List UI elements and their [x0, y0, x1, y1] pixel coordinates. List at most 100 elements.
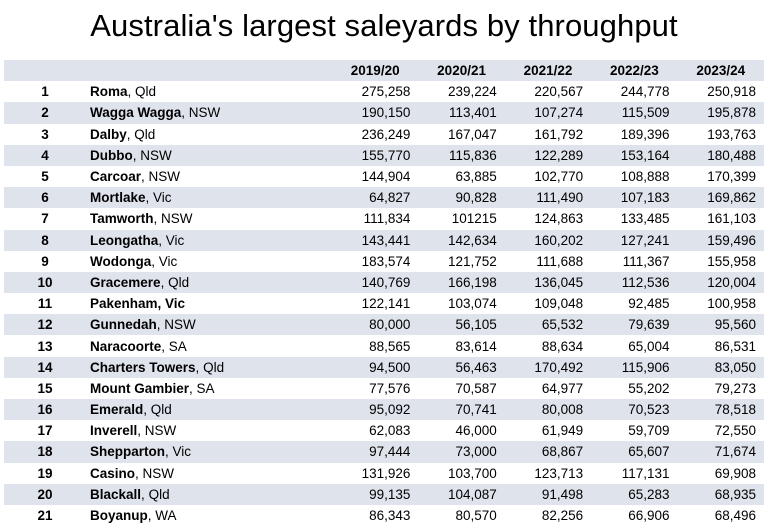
throughput-value-cell: 82,256 [541, 508, 584, 524]
rank-cell: 1 [41, 84, 49, 100]
table-row: 15 Mount Gambier, SA 77,576 70,587 64,977 55,… [4, 378, 764, 399]
throughput-value-cell: 71,674 [677, 441, 764, 463]
throughput-value-cell: 70,523 [591, 399, 678, 421]
throughput-value-cell: 68,935 [677, 483, 764, 505]
throughput-value-cell: 112,536 [591, 271, 678, 294]
saleyard-cell: Blackall, Qld [86, 483, 332, 505]
throughput-value-cell: 94,500 [332, 356, 419, 378]
name-separator: , [165, 444, 173, 460]
throughput-value-cell: 120,004 [677, 271, 764, 294]
throughput-value-cell: 123,713 [534, 465, 584, 481]
page-title: Australia's largest saleyards by through… [90, 8, 678, 43]
saleyard-name: Charters Towers [90, 359, 196, 375]
throughput-value-cell: 101215 [451, 211, 497, 227]
throughput-value-cell: 111,367 [622, 253, 670, 269]
throughput-value-cell: 155,770 [332, 144, 419, 166]
saleyard-cell: Tamworth, NSW [86, 208, 332, 229]
saleyard-state: NSW [161, 211, 193, 227]
throughput-value-cell: 250,918 [707, 84, 756, 100]
saleyard-name: Casino [90, 465, 136, 481]
throughput-value-cell: 131,926 [361, 465, 411, 481]
throughput-value-cell: 64,827 [332, 187, 419, 209]
name-separator: , [158, 232, 166, 248]
throughput-value-cell: 103,074 [447, 296, 497, 312]
throughput-value-cell: 91,498 [504, 483, 592, 505]
saleyard-state: WA [155, 508, 177, 524]
throughput-value-cell: 115,509 [591, 102, 678, 124]
table-row: 3 Dalby, Qld 236,249 167,047 161,792 189,396 1… [4, 124, 764, 145]
throughput-value-cell: 99,135 [332, 483, 419, 505]
throughput-value-cell: 155,958 [707, 253, 756, 269]
saleyard-state: Vic [153, 190, 172, 206]
table-header-row: 2019/20 2020/21 2021/22 2022/23 2023/24 [4, 60, 764, 82]
throughput-value-cell: 115,906 [591, 356, 678, 378]
column-header: 2022/23 [591, 60, 678, 82]
throughput-value-cell: 169,862 [677, 187, 764, 209]
throughput-value-cell: 65,607 [591, 441, 678, 463]
throughput-value-cell: 72,550 [714, 423, 756, 439]
saleyard-name: Mortlake [90, 190, 146, 206]
table-row: 5 Carcoar, NSW 144,904 63,885 102,770 108,888… [4, 166, 764, 187]
table-row: 7 Tamworth, NSW 111,834 101215 124,863 133,48… [4, 208, 764, 229]
throughput-value-cell: 111,834 [363, 211, 411, 227]
saleyard-name: Boyanup [90, 508, 148, 524]
rank-cell: 16 [4, 399, 86, 421]
name-separator: , [141, 486, 149, 502]
table-row: 6 Mortlake, Vic 64,827 90,828 111,490 107,183… [4, 187, 764, 209]
saleyard-state: Qld [203, 359, 225, 375]
throughput-value-cell: 170,399 [707, 169, 756, 185]
saleyard-name: Wodonga [90, 253, 152, 269]
name-separator: , [161, 338, 169, 354]
name-separator: , [126, 126, 135, 142]
throughput-value-cell: 117,131 [621, 465, 670, 481]
saleyard-cell: Charters Towers, Qld [86, 356, 332, 378]
throughput-value-cell: 107,274 [504, 102, 592, 124]
throughput-value-cell: 160,202 [504, 229, 592, 251]
rank-cell: 12 [4, 314, 86, 336]
throughput-value-cell: 65,004 [628, 338, 670, 354]
throughput-value-cell: 79,639 [591, 314, 678, 336]
name-separator: , [137, 423, 145, 439]
saleyard-name: Gracemere [90, 274, 161, 290]
throughput-value-cell: 65,283 [591, 483, 678, 505]
throughput-value-cell: 95,560 [677, 314, 764, 336]
name-separator: , [135, 465, 143, 481]
throughput-value-cell: 275,258 [361, 84, 411, 100]
throughput-value-cell: 88,565 [369, 338, 411, 354]
table-row: 1 Roma, Qld 275,258 239,224 220,567 244,778 25… [4, 81, 764, 102]
throughput-value-cell: 170,492 [504, 356, 592, 378]
throughput-value-cell: 70,587 [455, 380, 497, 396]
column-header: 2019/20 [332, 60, 419, 82]
saleyard-state: Qld [150, 402, 172, 418]
rank-cell: 17 [37, 423, 53, 439]
throughput-value-cell: 140,769 [332, 271, 419, 294]
table-row: 17 Inverell, NSW 62,083 46,000 61,949 59,709 7… [4, 420, 764, 441]
saleyard-cell: Inverell, NSW [86, 420, 332, 441]
saleyard-cell: Roma, Qld [86, 81, 332, 102]
throughput-value-cell: 195,878 [677, 102, 764, 124]
saleyard-name: Dubbo [90, 147, 133, 163]
throughput-value-cell: 159,496 [677, 229, 764, 251]
throughput-value-cell: 236,249 [361, 126, 411, 142]
throughput-value-cell: 66,906 [628, 508, 670, 524]
saleyard-cell: Shepparton, Vic [86, 441, 332, 463]
saleyard-cell: Leongatha, Vic [86, 229, 332, 251]
throughput-value-cell: 78,518 [677, 399, 764, 421]
saleyard-state: NSW [188, 105, 221, 121]
saleyard-state: Qld [168, 274, 190, 290]
saleyard-state: NSW [164, 317, 196, 333]
saleyard-cell: Casino, NSW [86, 463, 332, 484]
saleyard-name: Leongatha [90, 232, 159, 248]
name-separator: , [145, 190, 154, 206]
rank-cell: 18 [4, 441, 86, 463]
throughput-value-cell: 46,000 [455, 423, 497, 439]
throughput-value-cell: 122,141 [361, 296, 411, 312]
throughput-value-cell: 161,103 [707, 211, 756, 227]
saleyard-cell: Naracoorte, SA [86, 335, 332, 356]
name-separator: , [127, 84, 136, 100]
throughput-value-cell: 239,224 [447, 84, 497, 100]
throughput-value-cell: 190,150 [332, 102, 419, 124]
throughput-value-cell: 61,949 [541, 423, 584, 439]
saleyard-cell: Dalby, Qld [86, 124, 332, 145]
throughput-value-cell: 77,576 [369, 380, 411, 396]
